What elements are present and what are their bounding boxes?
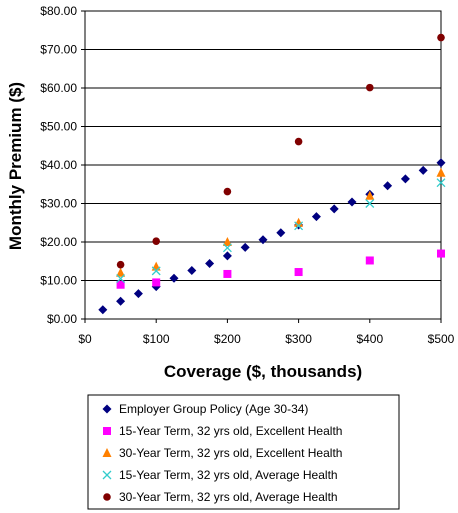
- point-s3-2: [222, 243, 232, 253]
- point-s4-2: [223, 187, 232, 196]
- legend-marker-1: [103, 427, 111, 435]
- series-4: [116, 33, 445, 269]
- point-s2-3: [294, 217, 304, 227]
- x-tick-label-5: $500: [428, 332, 455, 346]
- point-s0-6: [205, 259, 215, 269]
- legend-label-0: Employer Group Policy (Age 30-34): [119, 402, 308, 416]
- point-s0-0: [98, 305, 108, 315]
- legend-marker-2: [102, 448, 112, 457]
- legend-label-3: 15-Year Term, 32 yrs old, Average Health: [119, 468, 338, 482]
- point-s1-1: [152, 278, 161, 287]
- legend-marker-4: [103, 493, 111, 501]
- point-s0-8: [240, 242, 250, 252]
- y-tick-label-6: $60.00: [40, 81, 77, 95]
- point-s0-12: [311, 212, 321, 222]
- y-axis-ticks: $0.00 $10.00 $20.00 $30.00 $40.00 $50.00 $60.0…: [40, 4, 85, 326]
- series-1: [116, 249, 445, 289]
- x-tick-label-1: $100: [143, 332, 170, 346]
- point-s4-3: [294, 137, 303, 146]
- x-axis-ticks: $0 $100 $200 $300 $400 $500: [78, 319, 455, 346]
- x-tick-label-3: $300: [285, 332, 312, 346]
- y-tick-label-3: $30.00: [40, 197, 77, 211]
- y-axis-title: Monthly Premium ($): [6, 82, 25, 250]
- y-tick-label-7: $70.00: [40, 43, 77, 57]
- legend: Employer Group Policy (Age 30-34) 15-Year…: [87, 394, 400, 510]
- legend-marker-0: [102, 404, 112, 414]
- legend-label-4: 30-Year Term, 32 yrs old, Average Health: [119, 490, 338, 504]
- point-s0-18: [418, 165, 428, 175]
- point-s1-4: [365, 256, 374, 265]
- point-s2-4: [365, 190, 375, 200]
- x-axis-title: Coverage ($, thousands): [164, 362, 362, 381]
- y-tick-label-4: $40.00: [40, 158, 77, 172]
- point-s4-5: [437, 33, 445, 42]
- point-s0-7: [222, 251, 232, 261]
- y-tick-label-1: $10.00: [40, 274, 77, 288]
- x-tick-label-0: $0: [78, 332, 92, 346]
- point-s1-3: [294, 268, 303, 277]
- legend-marker-3: [102, 470, 112, 480]
- point-s0-9: [258, 235, 268, 245]
- point-s0-2: [133, 289, 143, 299]
- y-tick-label-5: $50.00: [40, 120, 77, 134]
- point-s3-4: [365, 199, 375, 208]
- point-s0-4: [169, 273, 179, 283]
- point-s0-19: [436, 158, 446, 168]
- point-s0-17: [400, 174, 410, 184]
- data-points: [98, 33, 446, 315]
- point-s1-2: [223, 269, 232, 278]
- point-s3-5: [436, 178, 446, 188]
- y-tick-label-0: $0.00: [47, 312, 77, 326]
- legend-label-2: 30-Year Term, 32 yrs old, Excellent Heal…: [119, 446, 342, 460]
- legend-frame: [87, 394, 400, 510]
- point-s0-14: [347, 197, 357, 207]
- x-tick-label-2: $200: [214, 332, 241, 346]
- point-s4-1: [152, 237, 160, 246]
- point-s0-5: [187, 265, 197, 275]
- y-tick-label-8: $80.00: [40, 4, 77, 18]
- point-s2-5: [436, 167, 446, 177]
- point-s0-10: [276, 228, 286, 238]
- point-s3-0: [116, 274, 126, 284]
- point-s0-16: [383, 181, 393, 191]
- y-tick-label-2: $20.00: [40, 235, 77, 249]
- point-s3-3: [294, 221, 304, 231]
- point-s1-5: [437, 249, 445, 258]
- point-s3-1: [151, 266, 161, 276]
- point-s1-0: [116, 280, 125, 289]
- point-s4-0: [116, 260, 125, 269]
- series-3: [116, 178, 446, 284]
- point-s2-0: [116, 267, 126, 277]
- point-s0-13: [329, 204, 339, 214]
- point-s0-1: [116, 296, 126, 306]
- x-tick-label-4: $400: [356, 332, 383, 346]
- point-s4-4: [366, 83, 374, 92]
- legend-label-1: 15-Year Term, 32 yrs old, Excellent Heal…: [119, 424, 342, 438]
- point-s2-2: [222, 237, 232, 246]
